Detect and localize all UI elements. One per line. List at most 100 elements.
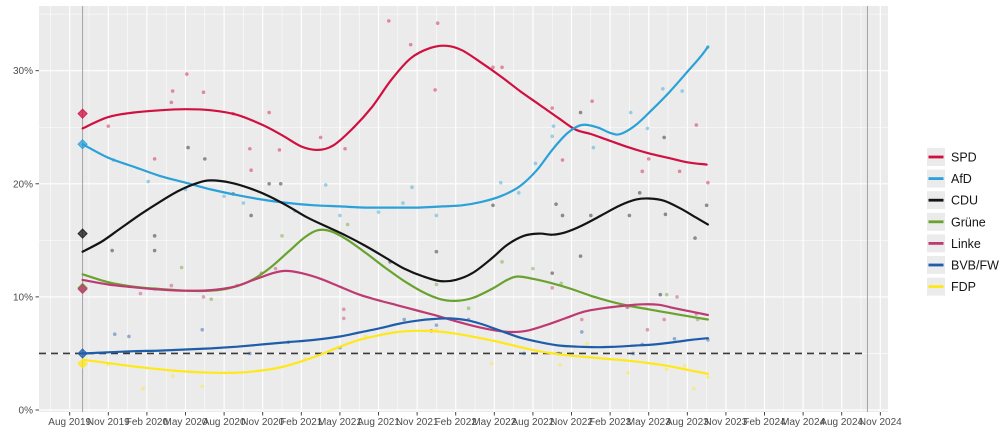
poll-point-cdu — [658, 292, 663, 297]
poll-point-cdu — [110, 248, 114, 253]
trend-line-cdu — [81, 179, 709, 283]
trend-line-linke — [81, 269, 709, 334]
poll-point-cdu — [560, 213, 565, 218]
poll-point-spd — [640, 169, 645, 174]
poll-point-grne — [559, 281, 564, 286]
poll-point-fdp — [691, 386, 696, 391]
poll-point-cdu — [704, 203, 709, 208]
poll-point-spd — [677, 169, 682, 174]
poll-point-spd — [646, 157, 651, 161]
poll-point-bvbfw — [127, 334, 131, 339]
x-tick-label: Aug 2024 — [820, 417, 863, 428]
legend: SPD AfD CDU Grüne Linke BVB/FW FDP — [927, 148, 999, 296]
poll-point-cdu — [554, 202, 558, 206]
x-tick-label: Feb 2020 — [126, 417, 169, 428]
poll-point-spd — [170, 89, 175, 93]
poll-point-linke — [662, 317, 666, 322]
legend-item-bvbfw: BVB/FW — [927, 256, 999, 274]
legend-item-cdu: CDU — [927, 191, 978, 210]
poll-point-afd — [661, 86, 665, 91]
poll-point-bvbfw — [248, 351, 252, 356]
y-tick-label: 0% — [19, 406, 34, 417]
trend-line-fdp — [81, 329, 709, 375]
poll-point-cdu — [663, 212, 668, 217]
election-result-diamond-bvbfw — [77, 348, 88, 359]
poll-point-cdu — [491, 203, 495, 208]
poll-point-afd — [680, 89, 684, 93]
poll-point-spd — [248, 146, 252, 151]
poll-point-spd — [560, 158, 565, 162]
legend-item-afd: AfD — [927, 169, 972, 188]
x-tick-label: Nov 2022 — [550, 417, 593, 428]
poll-point-linke — [138, 291, 143, 296]
poll-point-afd — [222, 194, 226, 199]
election-result-diamond-fdp — [77, 358, 88, 369]
poll-point-bvbfw — [200, 327, 205, 332]
poll-point-grne — [500, 260, 504, 264]
poll-point-linke — [169, 283, 174, 288]
poll-point-spd — [343, 146, 347, 151]
poll-point-cdu — [278, 182, 283, 186]
poll-point-afd — [591, 145, 596, 150]
trend-lines — [81, 44, 709, 375]
x-tick-label: Aug 2022 — [511, 417, 554, 428]
poll-point-spd — [387, 19, 391, 23]
poll-point-cdu — [152, 234, 157, 238]
poll-point-grne — [466, 306, 471, 311]
election-result-diamond-linke — [77, 283, 88, 295]
y-tick-label: 20% — [13, 179, 33, 190]
poll-point-spd — [267, 110, 271, 115]
y-tick-label: 30% — [13, 66, 33, 77]
poll-point-afd — [410, 185, 414, 189]
election-result-diamond-afd — [77, 139, 88, 150]
poll-point-linke — [201, 295, 206, 299]
x-tick-label: Nov 2020 — [241, 417, 284, 428]
poll-point-spd — [408, 42, 413, 47]
poll-point-cdu — [203, 157, 207, 161]
poll-point-grne — [531, 266, 535, 271]
legend-item-fdp: FDP — [927, 277, 976, 296]
poll-point-cdu — [578, 110, 583, 115]
poll-point-bvbfw — [672, 336, 677, 341]
poll-point-fdp — [626, 370, 630, 375]
x-tick-label: May 2020 — [164, 417, 208, 428]
poll-point-spd — [433, 88, 437, 92]
poll-point-afd — [376, 210, 381, 214]
poll-point-afd — [516, 191, 521, 195]
poll-point-fdp — [682, 364, 687, 368]
poll-point-cdu — [627, 213, 632, 218]
poll-point-cdu — [152, 248, 157, 253]
poll-point-spd — [318, 135, 323, 140]
poll-point-afd — [645, 126, 650, 131]
poll-point-afd — [401, 201, 405, 205]
x-tick-label: May 2022 — [472, 417, 516, 428]
plot-panel — [39, 6, 888, 412]
poll-point-cdu — [589, 213, 593, 218]
poll-point-grne — [345, 222, 350, 227]
poll-point-linke — [675, 295, 679, 299]
legend-label: Linke — [951, 237, 981, 251]
poll-point-fdp — [664, 367, 669, 372]
poll-point-afd — [434, 213, 439, 218]
poll-point-spd — [169, 100, 174, 105]
x-tick-label: Feb 2024 — [743, 417, 786, 428]
x-tick-label: Nov 2023 — [705, 417, 748, 428]
poll-point-spd — [706, 180, 710, 185]
legend-label: BVB/FW — [951, 259, 999, 273]
poll-point-afd — [498, 180, 503, 185]
poll-point-cdu — [662, 135, 666, 140]
x-tick-label: Feb 2023 — [589, 417, 632, 428]
legend-label: Grüne — [951, 215, 986, 229]
poll-point-cdu — [434, 249, 439, 254]
poll-point-grne — [179, 265, 184, 270]
x-tick-label: Aug 2020 — [203, 417, 246, 428]
poll-point-cdu — [267, 182, 271, 186]
poll-point-spd — [277, 148, 282, 152]
poll-point-linke — [273, 266, 278, 271]
poll-point-cdu — [637, 191, 642, 195]
legend-label: SPD — [951, 151, 977, 165]
poll-point-afd — [551, 124, 556, 128]
